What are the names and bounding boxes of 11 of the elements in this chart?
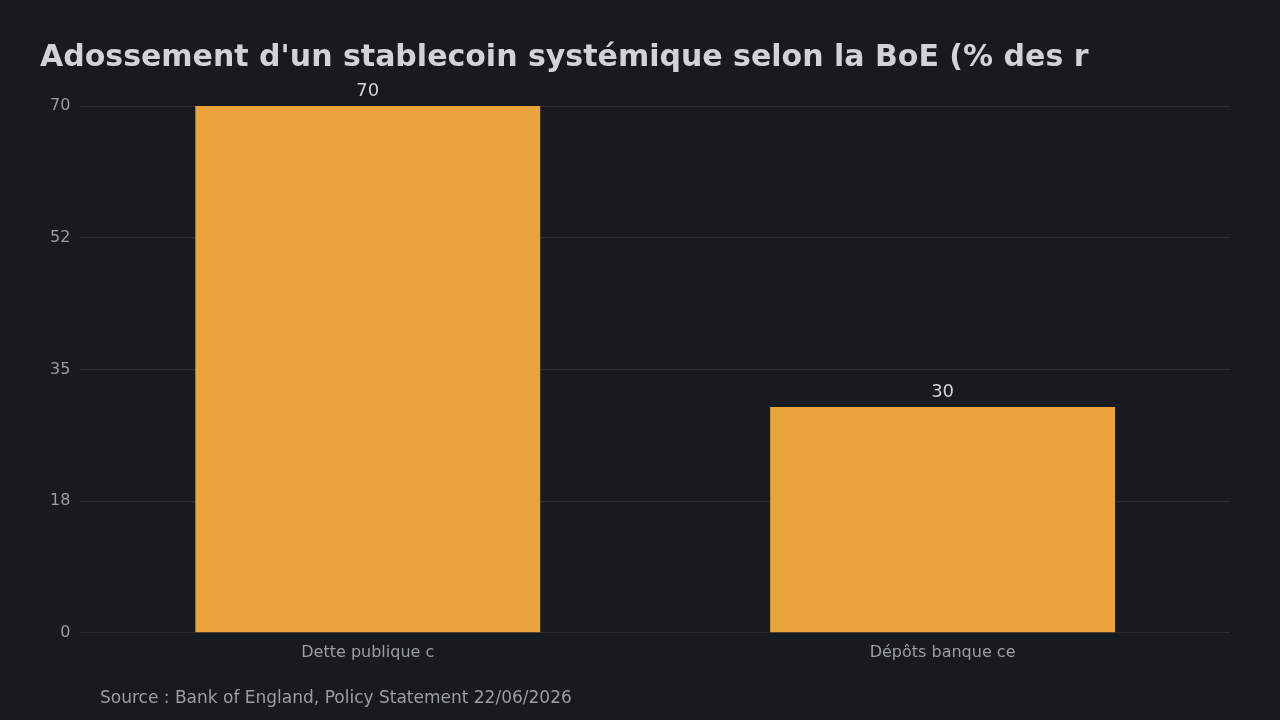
x-tick-label: Dette publique c [301, 641, 435, 661]
chart-title: Adossement d'un stablecoin systémique selon la BoE (% des r [40, 37, 1089, 73]
y-tick-label: 18 [50, 490, 71, 510]
source-note: Source : Bank of England, Policy Statement 22/06/2026 [100, 687, 572, 708]
data-label: 30 [931, 379, 955, 401]
x-tick-label: Dépôts banque ce [869, 641, 1016, 661]
y-tick-label: 70 [50, 95, 71, 115]
y-tick-label: 0 [60, 621, 71, 641]
y-tick-label: 52 [50, 226, 71, 246]
data-label: 70 [356, 78, 380, 100]
y-tick-label: 35 [50, 358, 71, 378]
